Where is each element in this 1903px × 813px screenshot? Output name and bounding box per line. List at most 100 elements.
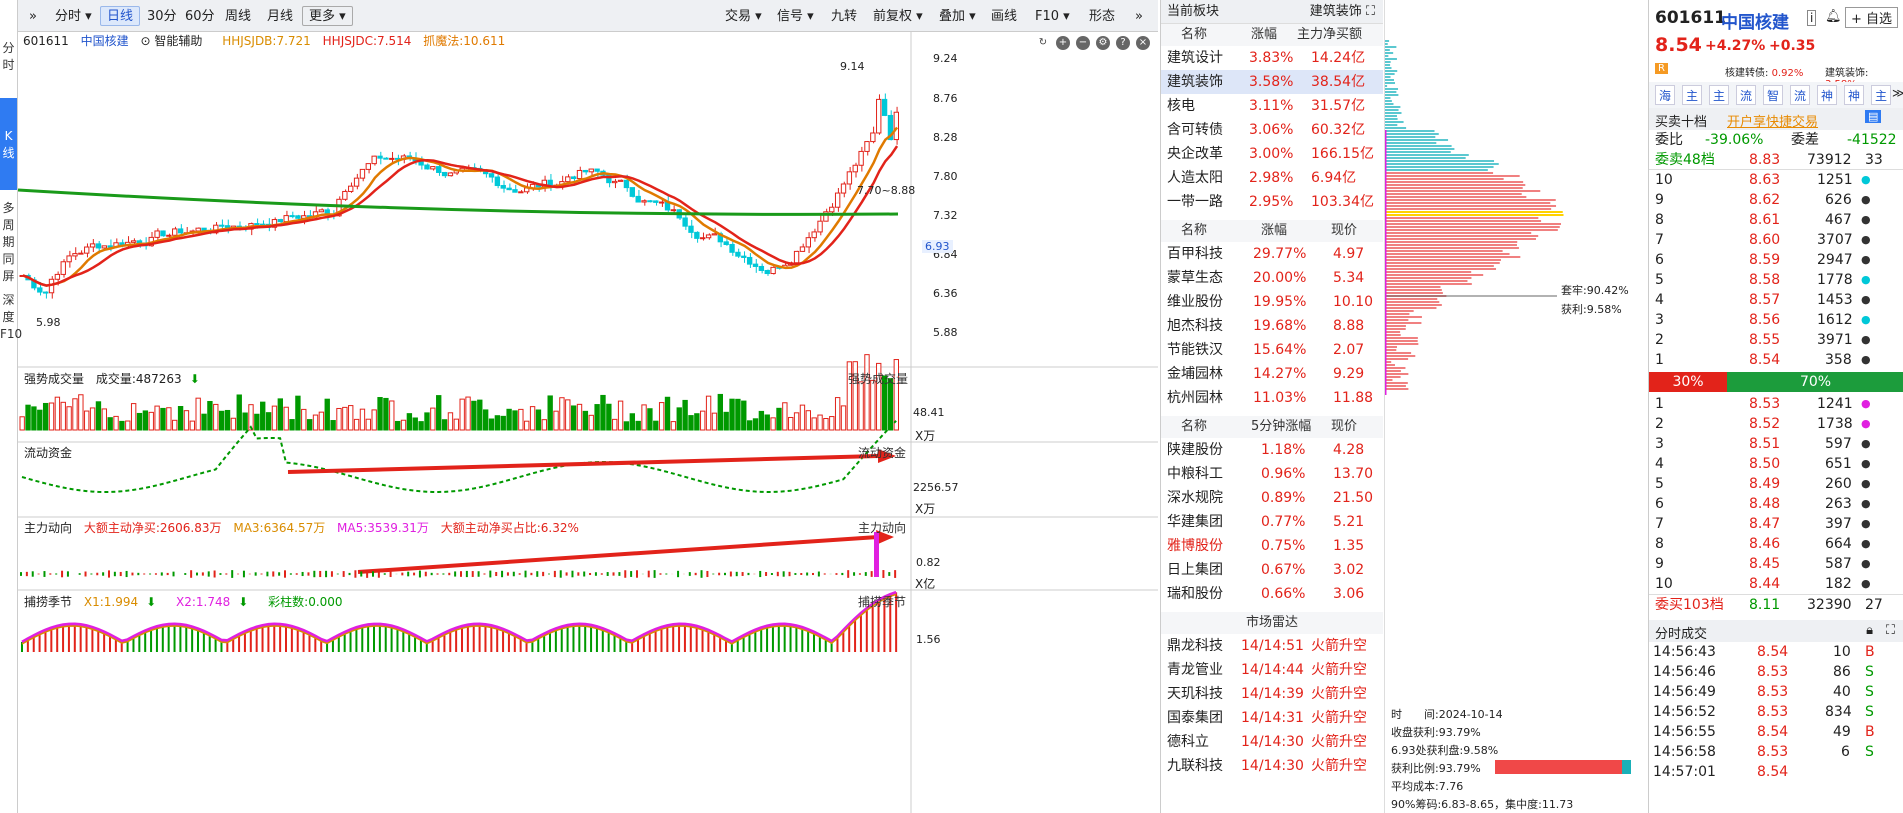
quote-func-tab[interactable]: 流: [1790, 85, 1810, 105]
nine-turn-button[interactable]: 九转: [831, 9, 858, 24]
quote-func-tab[interactable]: 智: [1763, 85, 1783, 105]
settings-icon[interactable]: ⚙: [1096, 36, 1110, 50]
order-book-row[interactable]: 2 8.52 1738 ●: [1655, 416, 1871, 432]
f10-dropdown[interactable]: F10 ▾: [1035, 9, 1070, 24]
order-book-row[interactable]: 1 8.54 358 ●: [1655, 352, 1871, 368]
expand-icon[interactable]: »: [1135, 9, 1143, 24]
tab-kline[interactable]: K线: [0, 98, 17, 190]
quote-func-tab[interactable]: 主: [1709, 85, 1729, 105]
bell-icon[interactable]: 🔔︎: [1825, 9, 1842, 24]
help-icon[interactable]: ?: [1116, 36, 1130, 50]
overlay-dropdown[interactable]: 叠加 ▾: [939, 9, 976, 24]
expand-ticks-icon[interactable]: ⛶: [1885, 623, 1895, 638]
tab-multi-period[interactable]: 多周期同屏: [2, 201, 15, 283]
tab-daily[interactable]: 日线: [100, 6, 141, 26]
add-favorite-button[interactable]: + 自选: [1845, 7, 1899, 28]
tab-f10-depth[interactable]: 深度F10: [0, 293, 23, 341]
tab-timeshare[interactable]: 分时: [2, 41, 15, 72]
order-book-row[interactable]: 3 8.51 597 ●: [1655, 436, 1871, 452]
order-book-row[interactable]: 1 8.53 1241 ●: [1655, 396, 1871, 412]
open-account-link[interactable]: 开户享快捷交易: [1727, 115, 1819, 130]
radar-item[interactable]: 九联科技 14/14:30 火箭升空: [1167, 758, 1367, 774]
order-book-row[interactable]: 8 8.61 467 ●: [1655, 212, 1871, 228]
list-item[interactable]: 旭杰科技 19.68% 8.88: [1167, 318, 1365, 334]
quote-func-tab[interactable]: 流: [1736, 85, 1756, 105]
zoom-in-icon[interactable]: +: [1056, 36, 1070, 50]
more-dropdown[interactable]: 更多 ▾: [302, 6, 353, 26]
order-book-row[interactable]: 9 8.45 587 ●: [1655, 556, 1871, 572]
order-book-row[interactable]: 3 8.56 1612 ●: [1655, 312, 1871, 328]
tab-30min[interactable]: 30分: [147, 9, 177, 24]
pattern-button[interactable]: 形态: [1089, 9, 1116, 24]
more-tabs-icon[interactable]: ≫: [1892, 86, 1903, 100]
tab-60min[interactable]: 60分: [185, 9, 215, 24]
quote-func-tab[interactable]: 主: [1682, 85, 1702, 105]
order-book-row[interactable]: 10 8.63 1251 ●: [1655, 172, 1871, 188]
refresh-icon[interactable]: ↻: [1038, 37, 1048, 48]
order-book-row[interactable]: 8 8.46 664 ●: [1655, 536, 1871, 552]
close-icon[interactable]: ×: [1136, 36, 1150, 50]
order-book-row[interactable]: 2 8.55 3971 ●: [1655, 332, 1871, 348]
radar-item[interactable]: 国泰集团 14/14:31 火箭升空: [1167, 710, 1367, 726]
list-item[interactable]: 人造太阳 2.98% 6.94亿: [1167, 170, 1357, 186]
kline-svg[interactable]: [18, 32, 1158, 813]
trade-dropdown[interactable]: 交易 ▾: [725, 9, 762, 24]
order-book-toggle-icon[interactable]: ▤: [1865, 110, 1882, 123]
list-item[interactable]: 核电 3.11% 31.57亿: [1167, 98, 1366, 114]
list-item[interactable]: 华建集团 0.77% 5.21: [1167, 514, 1365, 530]
lock-icon[interactable]: 🔒︎: [1866, 623, 1873, 638]
list-item[interactable]: 金埔园林 14.27% 9.29: [1167, 366, 1365, 382]
main-flow-title: 主力动向: [24, 521, 73, 535]
list-item[interactable]: 雅博股份 0.75% 1.35: [1167, 538, 1365, 554]
quote-func-tab[interactable]: 神: [1817, 85, 1837, 105]
order-book-row[interactable]: 4 8.50 651 ●: [1655, 456, 1871, 472]
quote-func-tab[interactable]: 海: [1655, 85, 1675, 105]
order-book-row[interactable]: 6 8.48 263 ●: [1655, 496, 1871, 512]
smart-assist-toggle[interactable]: ⊙ 智能辅助: [140, 34, 203, 48]
radar-item[interactable]: 德科立 14/14:30 火箭升空: [1167, 734, 1367, 750]
list-item[interactable]: 维业股份 19.95% 10.10: [1167, 294, 1374, 310]
tab-weekly[interactable]: 周线: [225, 9, 252, 24]
main-flow-ma3: MA3:6364.57万: [233, 521, 326, 535]
list-item[interactable]: 含可转债 3.06% 60.32亿: [1167, 122, 1366, 138]
list-item[interactable]: 百甲科技 29.77% 4.97: [1167, 246, 1365, 262]
quote-func-tab[interactable]: 主: [1871, 85, 1891, 105]
order-book-row[interactable]: 7 8.47 397 ●: [1655, 516, 1871, 532]
sector-header-current[interactable]: 建筑装饰 ⛶: [1309, 4, 1375, 19]
main-flow-unit: X亿: [915, 577, 936, 591]
tab-monthly[interactable]: 月线: [267, 9, 294, 24]
list-item[interactable]: 蒙草生态 20.00% 5.34: [1167, 270, 1365, 286]
draw-line-button[interactable]: 画线: [991, 9, 1018, 24]
list-item[interactable]: 建筑装饰 3.58% 38.54亿: [1161, 70, 1383, 94]
tab-timeshare-btn[interactable]: 分时 ▾: [55, 9, 92, 24]
order-book-row[interactable]: 10 8.44 182 ●: [1655, 576, 1871, 592]
signal-dropdown[interactable]: 信号 ▾: [777, 9, 814, 24]
list-item[interactable]: 央企改革 3.00% 166.15亿: [1167, 146, 1374, 162]
zoom-out-icon[interactable]: −: [1076, 36, 1090, 50]
radar-item[interactable]: 青龙管业 14/14:44 火箭升空: [1167, 662, 1367, 678]
order-book-row[interactable]: 6 8.59 2947 ●: [1655, 252, 1871, 268]
order-book-row[interactable]: 5 8.49 260 ●: [1655, 476, 1871, 492]
list-item[interactable]: 陕建股份 1.18% 4.28: [1167, 442, 1365, 458]
list-item[interactable]: 杭州园林 11.03% 11.88: [1167, 390, 1374, 406]
list-item[interactable]: 一带一路 2.95% 103.34亿: [1167, 194, 1374, 210]
order-book-row[interactable]: 7 8.60 3707 ●: [1655, 232, 1871, 248]
order-book-row[interactable]: 9 8.62 626 ●: [1655, 192, 1871, 208]
list-item[interactable]: 中粮科工 0.96% 13.70: [1167, 466, 1374, 482]
radar-item[interactable]: 鼎龙科技 14/14:51 火箭升空: [1167, 638, 1367, 654]
info-icon[interactable]: i: [1807, 10, 1817, 26]
order-book-row[interactable]: 4 8.57 1453 ●: [1655, 292, 1871, 308]
tick-row: 14:56:43 8.54 10 B: [1653, 644, 1875, 660]
order-book-row[interactable]: 5 8.58 1778 ●: [1655, 272, 1871, 288]
list-item[interactable]: 日上集团 0.67% 3.02: [1167, 562, 1365, 578]
list-item[interactable]: 深水规院 0.89% 21.50: [1167, 490, 1374, 506]
quote-func-tab[interactable]: 神: [1844, 85, 1864, 105]
list-item[interactable]: 节能铁汉 15.64% 2.07: [1167, 342, 1365, 358]
collapse-icon[interactable]: »: [29, 9, 37, 24]
list-item[interactable]: 建筑设计 3.83% 14.24亿: [1167, 50, 1366, 66]
sector-header-title: 当前板块: [1167, 4, 1220, 19]
list-item[interactable]: 瑞和股份 0.66% 3.06: [1167, 586, 1365, 602]
conv-bond[interactable]: 核建转债: 0.92%: [1725, 68, 1804, 79]
radar-item[interactable]: 天玑科技 14/14:39 火箭升空: [1167, 686, 1367, 702]
adjust-dropdown[interactable]: 前复权 ▾: [873, 9, 923, 24]
